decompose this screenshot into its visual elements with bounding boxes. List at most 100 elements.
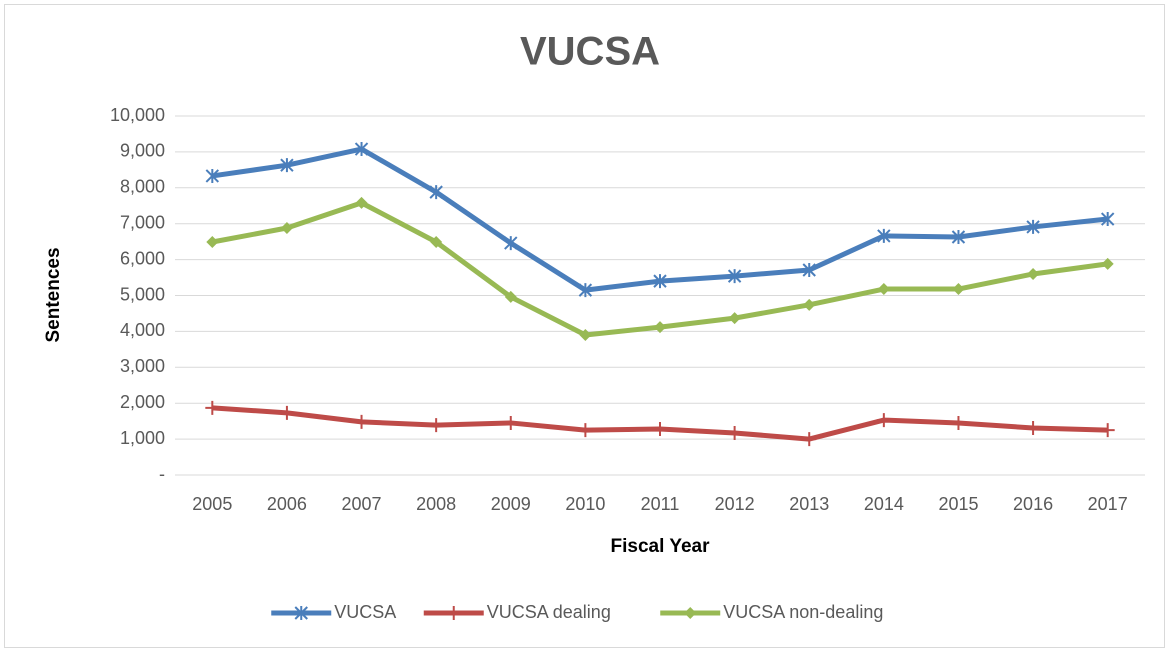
legend-marker: [446, 606, 461, 620]
legend-marker: [294, 606, 308, 620]
data-point: [951, 415, 966, 430]
x-tick-label: 2017: [1088, 494, 1128, 514]
x-tick-label: 2015: [938, 494, 978, 514]
x-tick-label: 2009: [491, 494, 531, 514]
data-point: [429, 418, 444, 433]
data-point-part: [727, 269, 742, 284]
data-point-part: [579, 328, 592, 341]
data-point-part: [951, 229, 966, 244]
data-point-part: [280, 158, 294, 173]
data-point-part: [430, 236, 443, 249]
legend-label: VUCSA dealing: [487, 602, 611, 622]
data-point: [877, 228, 891, 243]
data-point: [1101, 257, 1114, 270]
legend-marker-part: [294, 606, 308, 620]
legend-marker: [684, 607, 697, 619]
data-point: [205, 168, 220, 183]
y-axis-label: Sentences: [43, 247, 64, 342]
data-point-part: [279, 405, 294, 420]
y-tick-label: 10,000: [110, 105, 165, 125]
data-point-part: [504, 236, 518, 251]
data-point-part: [653, 274, 667, 289]
data-point-part: [1027, 267, 1040, 280]
y-tick-label: 9,000: [120, 141, 165, 161]
data-point-part: [429, 185, 443, 200]
x-tick-label: 2012: [715, 494, 755, 514]
data-point: [1100, 423, 1115, 438]
x-tick-label: 2016: [1013, 494, 1053, 514]
data-point-part: [876, 413, 891, 428]
data-point: [653, 422, 667, 437]
data-point-part: [803, 298, 816, 311]
data-point: [354, 142, 369, 157]
x-tick-label: 2008: [416, 494, 456, 514]
data-point: [429, 185, 443, 200]
data-point-part: [654, 321, 666, 334]
data-point: [503, 415, 518, 430]
data-point-part: [1026, 219, 1040, 234]
data-point-part: [354, 414, 369, 429]
data-point-part: [503, 415, 518, 430]
data-point: [205, 400, 220, 415]
data-point-part: [653, 422, 667, 437]
data-point: [578, 283, 593, 298]
legend-marker-part: [446, 606, 461, 620]
y-tick-label: 6,000: [120, 248, 165, 268]
y-tick-label: 3,000: [120, 356, 165, 376]
data-point: [951, 229, 966, 244]
legend-label: VUCSA: [334, 602, 396, 622]
data-point: [1027, 267, 1040, 280]
data-point-part: [952, 283, 965, 296]
x-tick-label: 2010: [565, 494, 605, 514]
y-tick-label: -: [159, 464, 165, 484]
data-point-part: [205, 400, 220, 415]
data-point-part: [355, 196, 368, 209]
data-point: [876, 413, 891, 428]
chart-title: VUCSA: [520, 30, 660, 74]
data-point-part: [1101, 257, 1114, 270]
y-tick-label: 7,000: [120, 212, 165, 232]
x-tick-label: 2006: [267, 494, 307, 514]
legend-marker-part: [684, 607, 697, 619]
y-tick-label: 8,000: [120, 177, 165, 197]
data-point-part: [1100, 423, 1115, 438]
data-point-part: [1100, 212, 1115, 227]
data-point-part: [728, 312, 741, 325]
y-tick-label: 2,000: [120, 392, 165, 412]
data-point-part: [802, 263, 816, 278]
x-tick-label: 2005: [192, 494, 232, 514]
x-tick-label: 2013: [789, 494, 829, 514]
data-point: [802, 432, 817, 447]
x-tick-label: 2011: [641, 494, 680, 514]
data-point: [578, 423, 593, 438]
data-point: [430, 236, 443, 249]
data-point-part: [802, 432, 817, 447]
data-point: [728, 312, 741, 325]
data-point-part: [951, 415, 966, 430]
data-point-part: [578, 423, 593, 438]
x-axis-label: Fiscal Year: [611, 536, 711, 557]
data-point: [1026, 420, 1041, 435]
data-point: [280, 222, 293, 235]
data-point-part: [205, 168, 220, 183]
chart-border: [4, 4, 1165, 648]
data-point: [1100, 212, 1115, 227]
data-point-part: [1026, 420, 1041, 435]
data-point-part: [206, 236, 219, 249]
data-point-part: [578, 283, 593, 298]
y-tick-label: 5,000: [120, 284, 165, 304]
data-point: [802, 263, 816, 278]
y-tick-label: 4,000: [120, 320, 165, 340]
x-tick-label: 2014: [864, 494, 904, 514]
data-point-part: [727, 425, 742, 440]
data-point: [654, 321, 666, 334]
data-point-part: [504, 290, 517, 303]
data-point: [579, 328, 592, 341]
data-point: [504, 236, 518, 251]
data-point: [355, 196, 368, 209]
data-point-part: [280, 222, 293, 235]
y-tick-label: 1,000: [120, 428, 165, 448]
data-point: [952, 283, 965, 296]
x-tick-label: 2007: [342, 494, 382, 514]
